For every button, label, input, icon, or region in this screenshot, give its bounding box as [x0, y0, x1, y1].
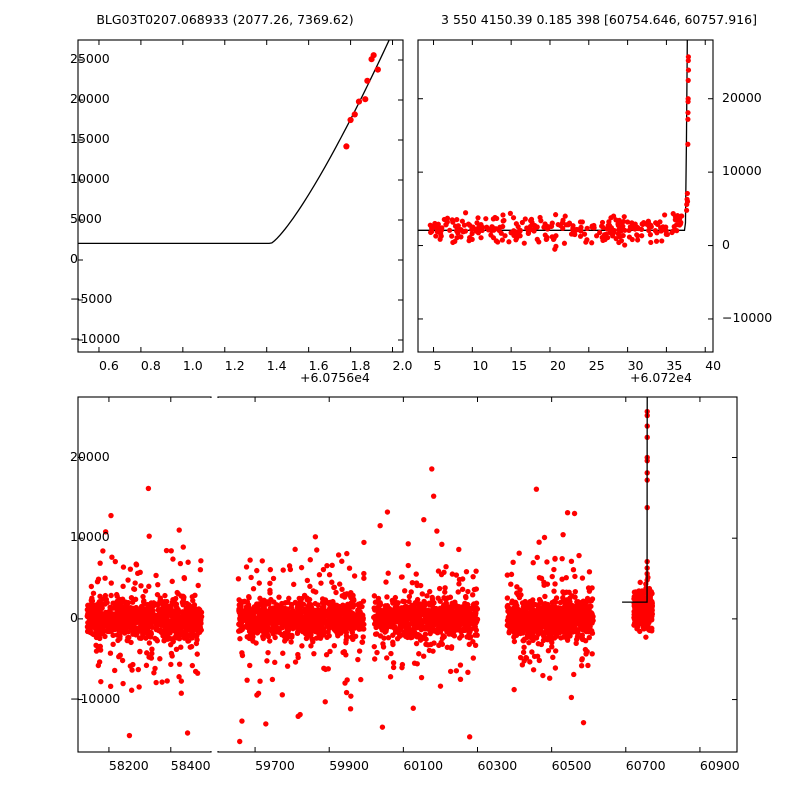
top-left-x-offset: +6.0756e4 — [300, 370, 370, 385]
top-right-x-offset: +6.072e4 — [630, 370, 692, 385]
top-right-ytick-20000: 20000 — [722, 89, 762, 105]
top-right-panel[interactable] — [418, 40, 713, 352]
top-left-panel[interactable] — [78, 40, 403, 352]
top-right-ytick-10000: 10000 — [722, 163, 762, 179]
bottom-panel[interactable] — [78, 397, 737, 752]
top-right-ytick-0: 0 — [722, 236, 730, 252]
title-right: 3 550 4150.39 0.185 398 [60754.646, 6075… — [441, 12, 757, 27]
title-left: BLG03T0207.068933 (2077.26, 7369.62) — [96, 12, 354, 27]
top-right-ytick--10000: −10000 — [722, 309, 773, 325]
top-left-axes — [77, 39, 404, 353]
bottom-axes — [77, 396, 738, 753]
top-right-axes — [417, 39, 714, 353]
